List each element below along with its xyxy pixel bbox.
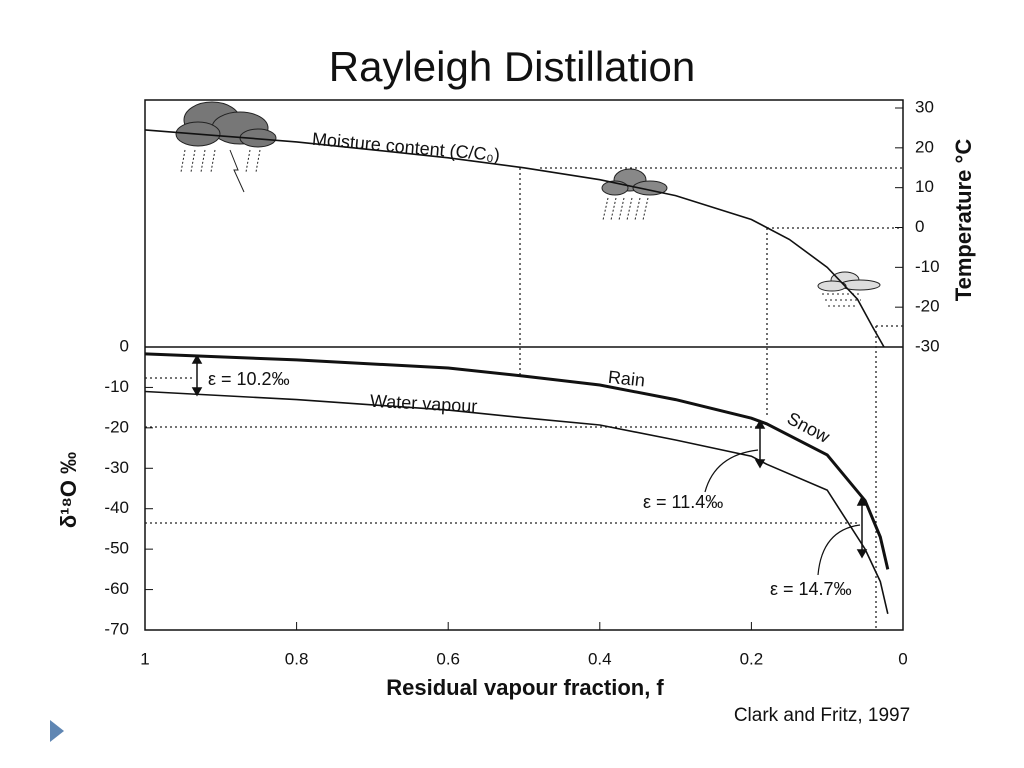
x-tick-label: 0 [898, 649, 907, 668]
snow-cloud [817, 271, 881, 307]
y-tick-label: 10 [915, 177, 934, 196]
series-label: Rain [607, 367, 646, 391]
x-tick-label: 0.2 [740, 649, 764, 668]
y2-axis-label: Temperature °C [951, 139, 976, 302]
x-tick-label: 0.4 [588, 649, 612, 668]
x-tick-label: 0.6 [436, 649, 460, 668]
y-tick-label: -30 [104, 458, 129, 477]
plot-frame [144, 99, 904, 631]
annotation: ε = 10.2‰ [208, 369, 290, 389]
y-tick-label: -30 [915, 336, 940, 355]
series-line [144, 352, 890, 570]
y-tick-label: -70 [104, 619, 129, 638]
series-label: Water vapour [370, 391, 478, 417]
y-tick-label: 0 [915, 217, 924, 236]
slide-title: Rayleigh Distillation [329, 43, 696, 90]
x-tick-label: 0.8 [285, 649, 309, 668]
y-axis-label: δ¹⁸O ‰ [56, 452, 81, 528]
series-line [144, 129, 885, 348]
storm-cloud [175, 101, 277, 193]
x-axis-label: Residual vapour fraction, f [386, 675, 664, 700]
y-tick-label: -10 [915, 257, 940, 276]
bullet [50, 720, 64, 742]
y-tick-label: 20 [915, 137, 934, 156]
series-line [144, 390, 889, 614]
y-tick-label: -50 [104, 539, 129, 558]
y-tick-label: -60 [104, 579, 129, 598]
rain-cloud [601, 168, 668, 221]
guides [145, 167, 903, 630]
annotation: Snow [784, 408, 834, 447]
source: Clark and Fritz, 1997 [734, 705, 910, 726]
epsilon-arrows [191, 354, 868, 576]
annotation: ε = 14.7‰ [770, 579, 852, 599]
y-tick-label: -10 [104, 377, 129, 396]
y-tick-label: -20 [104, 417, 129, 436]
y-tick-label: -40 [104, 498, 129, 517]
y-tick-label: -20 [915, 297, 940, 316]
annotation: ε = 11.4‰ [643, 492, 723, 512]
y-tick-label: 0 [120, 336, 129, 355]
y-tick-label: 30 [915, 97, 934, 116]
x-tick-label: 1 [140, 649, 149, 668]
